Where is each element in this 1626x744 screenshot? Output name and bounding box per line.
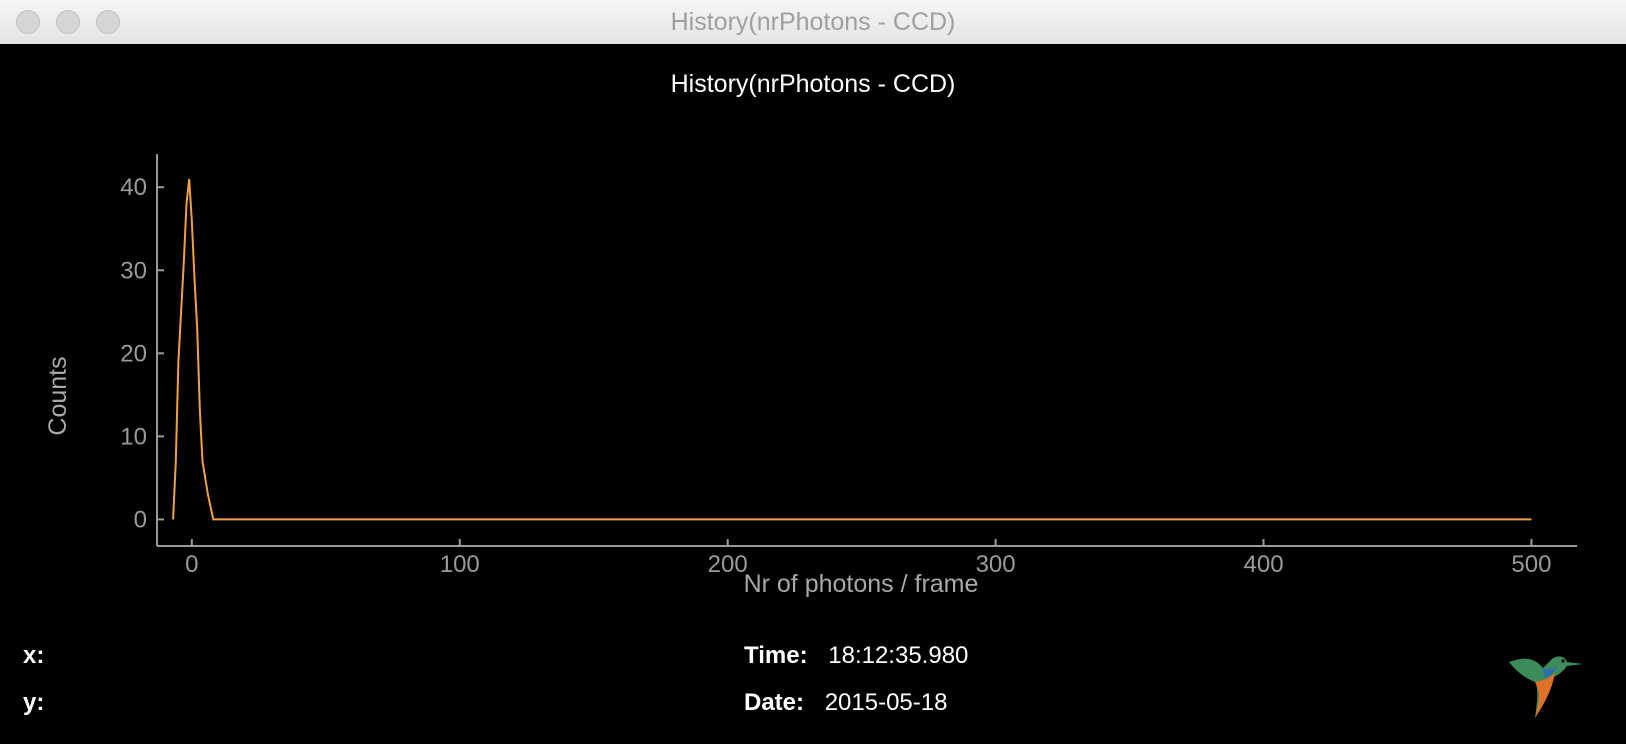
y-tick-label: 30 xyxy=(120,257,147,284)
series xyxy=(172,178,1532,521)
x-tick-label: 400 xyxy=(1244,551,1284,578)
hummingbird-logo-icon xyxy=(1509,656,1583,718)
x-tick-label: 500 xyxy=(1511,551,1551,578)
y-readout-label: y: xyxy=(23,689,45,716)
ticks: 0 100 200 300 400 500 0 10 20 30 40 xyxy=(120,174,1551,578)
y-tick-label: 10 xyxy=(120,423,147,450)
x-tick-label: 200 xyxy=(708,551,748,578)
x-tick-label: 0 xyxy=(185,551,198,578)
window-title: History(nrPhotons - CCD) xyxy=(670,8,956,36)
y-axis-label: Counts xyxy=(44,356,72,435)
y-tick-label: 20 xyxy=(120,340,147,367)
y-tick-label: 40 xyxy=(120,174,147,201)
date-readout: Date: 2015-05-18 xyxy=(744,689,947,717)
y-readout: y: xyxy=(23,689,44,717)
time-readout: Time: 18:12:35.980 xyxy=(744,642,968,670)
history-chart[interactable]: 0 100 200 300 400 500 0 10 20 30 40 Counts Nr of p… xyxy=(0,44,1626,744)
x-readout-label: x: xyxy=(23,642,45,669)
axes xyxy=(156,154,1577,547)
time-value: 18:12:35.980 xyxy=(828,642,969,669)
plot-area[interactable]: History(nrPhotons - CCD) 0 100 200 300 400 50… xyxy=(0,44,1626,744)
minimize-window-button[interactable] xyxy=(56,10,80,34)
x-axis-label: Nr of photons / frame xyxy=(744,570,979,598)
date-label: Date: xyxy=(744,689,805,716)
chart-title: History(nrPhotons - CCD) xyxy=(670,70,956,98)
series-line xyxy=(172,178,1532,521)
x-readout: x: xyxy=(23,642,44,670)
title-bar[interactable]: History(nrPhotons - CCD) xyxy=(0,0,1626,45)
zoom-window-button[interactable] xyxy=(96,10,120,34)
date-value: 2015-05-18 xyxy=(824,689,948,716)
y-tick-label: 0 xyxy=(134,506,147,533)
x-tick-label: 300 xyxy=(976,551,1016,578)
time-label: Time: xyxy=(744,642,808,669)
close-window-button[interactable] xyxy=(16,10,40,34)
x-tick-label: 100 xyxy=(440,551,480,578)
